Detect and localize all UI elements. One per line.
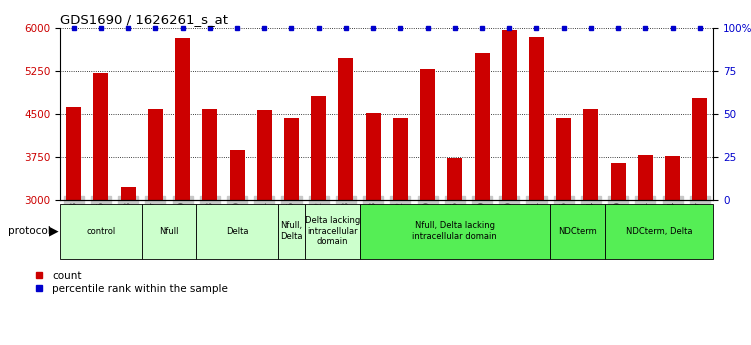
Bar: [60, 204, 142, 259]
Text: ▶: ▶: [49, 225, 59, 238]
Bar: [93, 73, 108, 200]
Bar: [638, 155, 653, 200]
Bar: [305, 204, 360, 259]
Bar: [448, 158, 463, 200]
Text: Nfull, Delta lacking
intracellular domain: Nfull, Delta lacking intracellular domai…: [412, 221, 497, 241]
Bar: [366, 113, 381, 200]
Bar: [360, 204, 550, 259]
Bar: [556, 118, 572, 200]
Bar: [393, 118, 408, 200]
Bar: [611, 163, 626, 200]
Bar: [257, 110, 272, 200]
Bar: [339, 58, 354, 200]
Bar: [278, 204, 305, 259]
Text: NDCterm: NDCterm: [558, 227, 597, 236]
Bar: [202, 109, 217, 200]
Bar: [550, 204, 605, 259]
Bar: [420, 69, 435, 200]
Legend: count, percentile rank within the sample: count, percentile rank within the sample: [35, 271, 228, 294]
Text: Delta: Delta: [226, 227, 249, 236]
Bar: [665, 156, 680, 200]
Bar: [502, 30, 517, 200]
Bar: [284, 118, 299, 200]
Bar: [584, 109, 599, 200]
Bar: [230, 150, 245, 200]
Bar: [311, 96, 326, 200]
Bar: [605, 204, 713, 259]
Bar: [142, 204, 196, 259]
Text: Nfull: Nfull: [159, 227, 179, 236]
Text: NDCterm, Delta: NDCterm, Delta: [626, 227, 692, 236]
Text: GDS1690 / 1626261_s_at: GDS1690 / 1626261_s_at: [60, 13, 228, 27]
Text: control: control: [86, 227, 116, 236]
Bar: [121, 187, 136, 200]
Bar: [692, 98, 707, 200]
Bar: [196, 204, 278, 259]
Bar: [148, 109, 163, 200]
Text: Delta lacking
intracellular
domain: Delta lacking intracellular domain: [305, 216, 360, 246]
Text: Nfull,
Delta: Nfull, Delta: [280, 221, 303, 241]
Bar: [175, 38, 190, 200]
Bar: [529, 37, 544, 200]
Bar: [475, 53, 490, 200]
Text: protocol: protocol: [8, 226, 50, 236]
Bar: [66, 107, 81, 200]
